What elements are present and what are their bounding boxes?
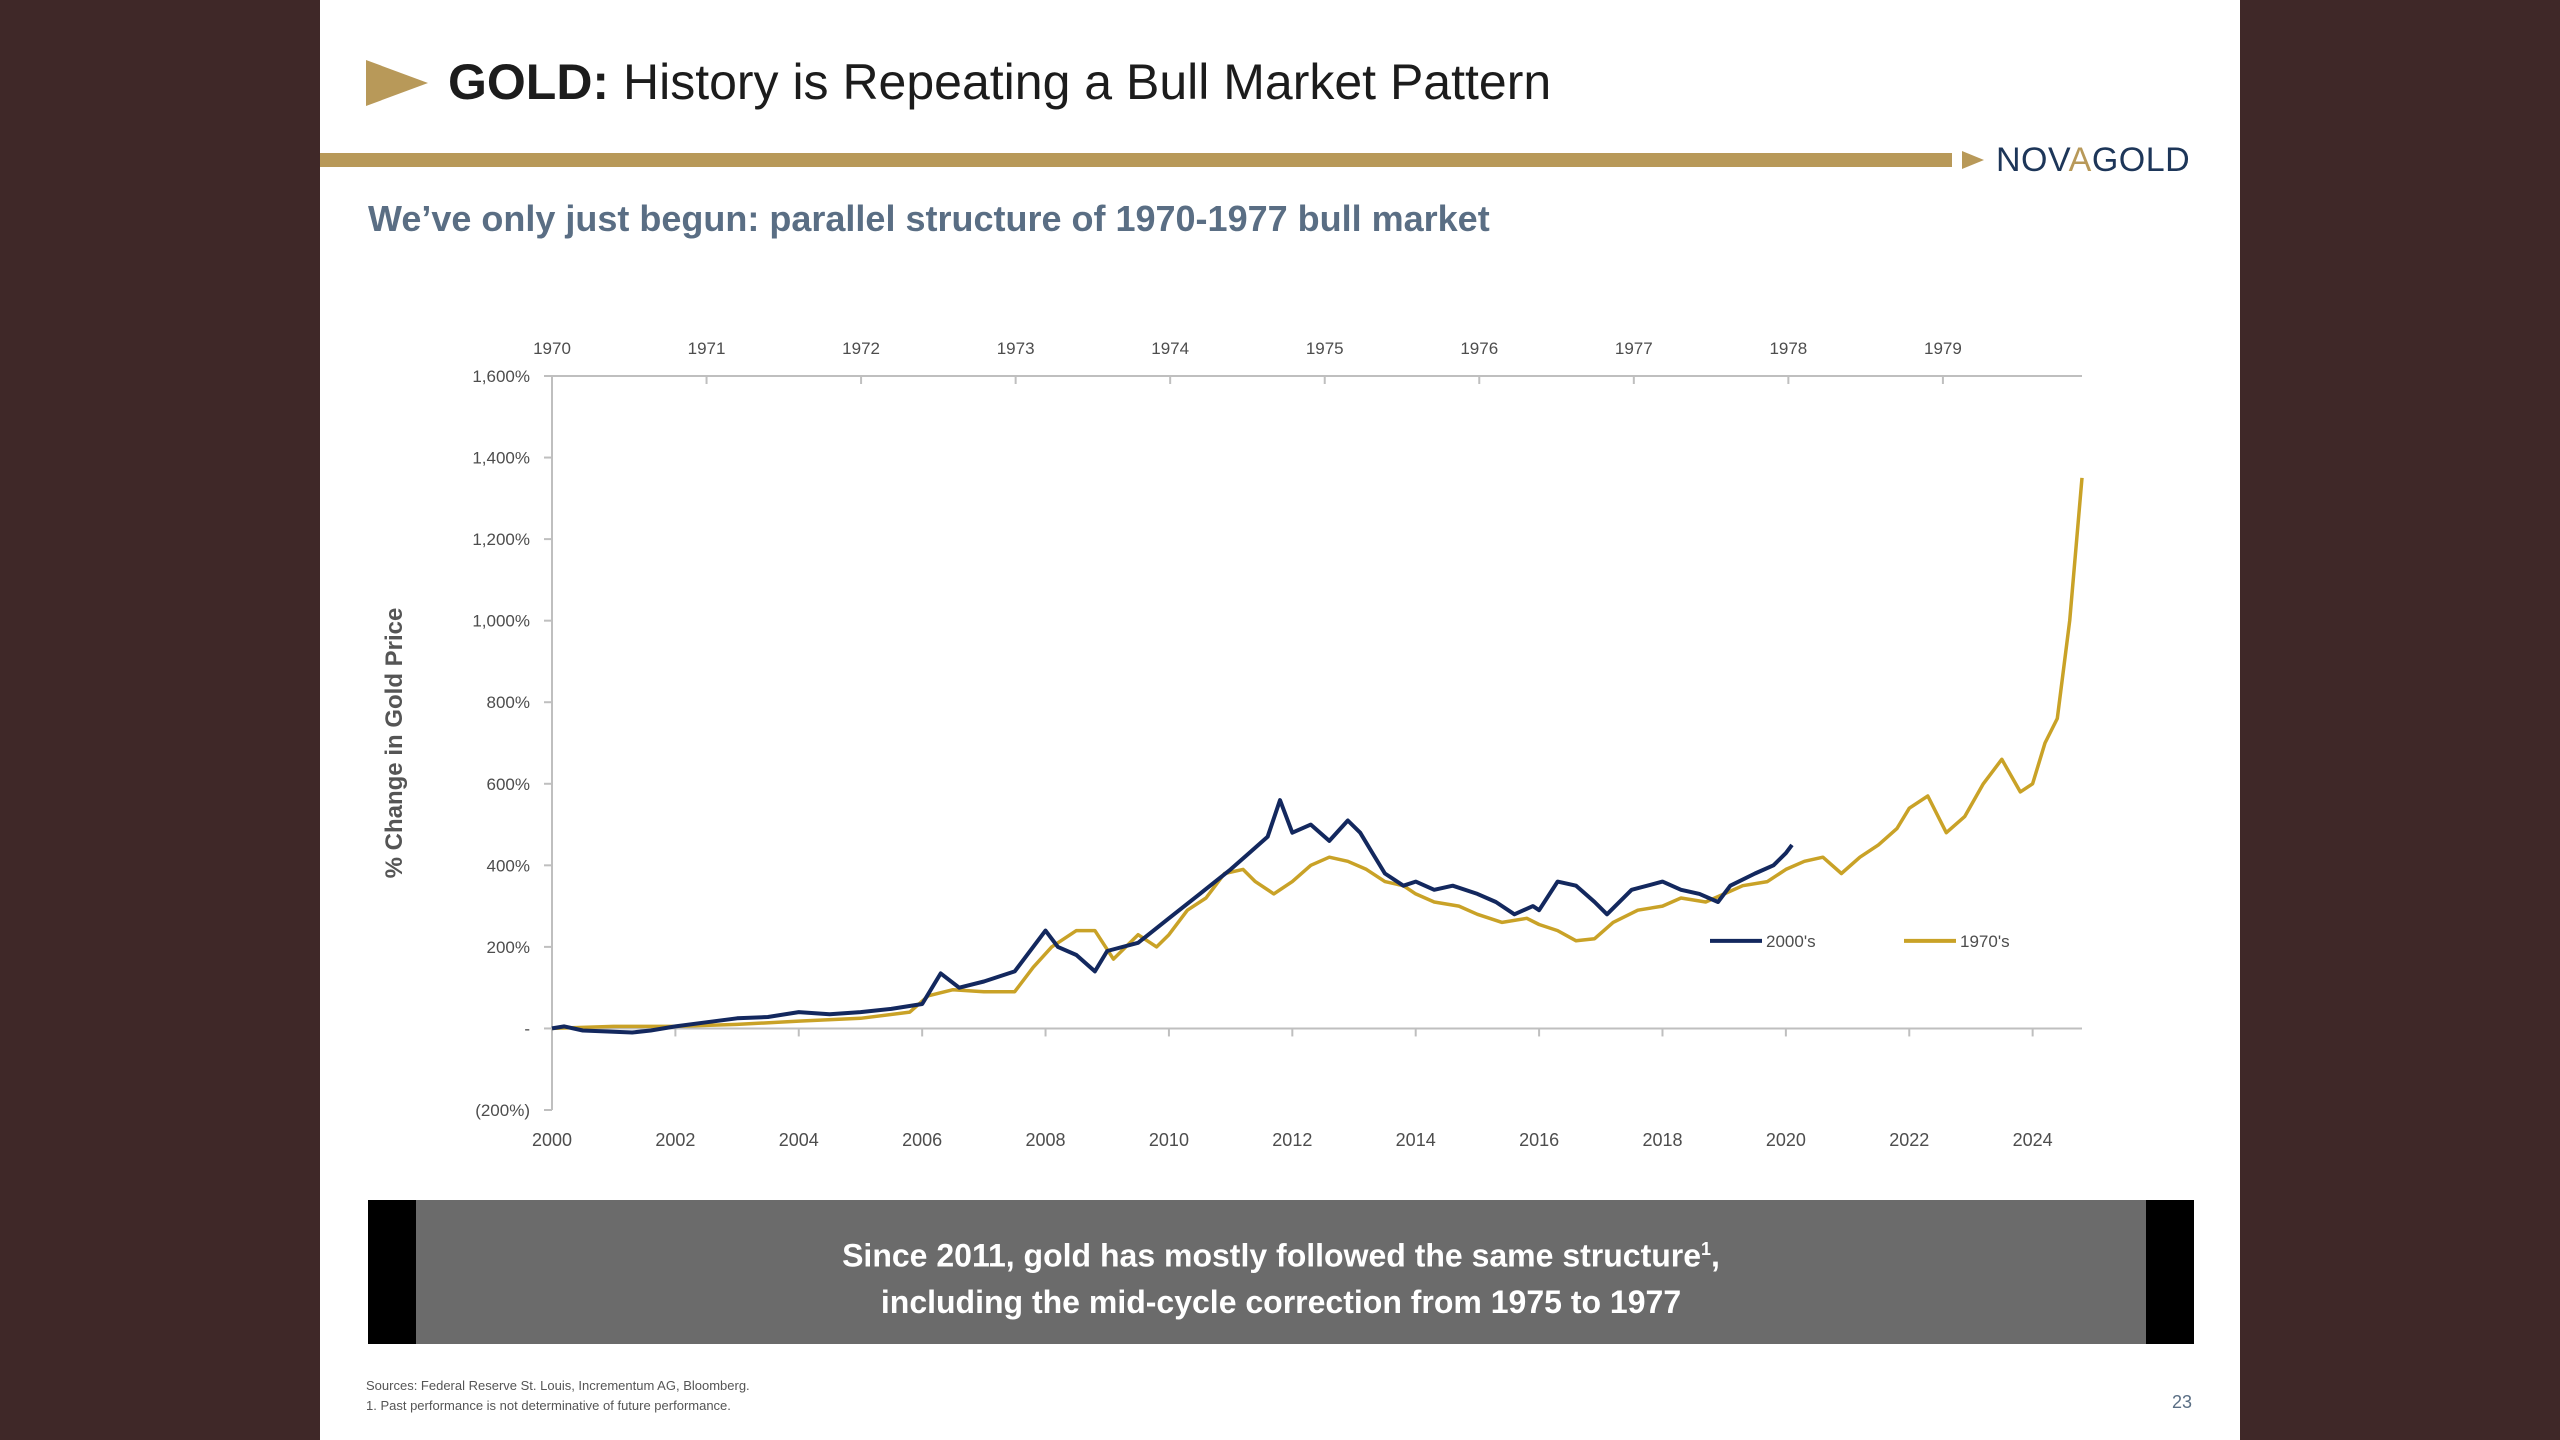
novagold-logo: NOVAGOLD xyxy=(1996,138,2190,182)
series-2000s-line xyxy=(551,798,1794,1035)
top-x-tick-label: 1975 xyxy=(1306,339,1344,358)
title-arrow-icon xyxy=(366,60,428,106)
y-tick-label: 1,400% xyxy=(472,449,530,468)
performance-note: 1. Past performance is not determinative… xyxy=(366,1398,731,1413)
logo-text-pre: NOV xyxy=(1996,141,2069,179)
x-tick-label: 2022 xyxy=(1889,1130,1929,1150)
x-tick-label: 2010 xyxy=(1149,1130,1189,1150)
top-x-tick-label: 1976 xyxy=(1460,339,1498,358)
legend-label-1970s: 1970's xyxy=(1960,932,2010,951)
top-x-tick-label: 1972 xyxy=(842,339,880,358)
callout-left-cap xyxy=(368,1200,416,1344)
top-x-tick-label: 1977 xyxy=(1615,339,1653,358)
y-tick-label: 1,600% xyxy=(472,367,530,386)
y-tick-label: 1,200% xyxy=(472,530,530,549)
x-tick-label: 2006 xyxy=(902,1130,942,1150)
callout-line-1-text: Since 2011, gold has mostly followed the… xyxy=(842,1237,1702,1274)
logo-text-accent: A xyxy=(2068,141,2092,179)
callout-right-cap xyxy=(2146,1200,2194,1344)
x-tick-label: 2018 xyxy=(1642,1130,1682,1150)
x-tick-label: 2020 xyxy=(1766,1130,1806,1150)
top-x-tick-label: 1970 xyxy=(533,339,571,358)
title-rest: History is Repeating a Bull Market Patte… xyxy=(609,54,1552,110)
logo-text-post: GOLD xyxy=(2091,141,2191,179)
x-tick-label: 2024 xyxy=(2013,1130,2053,1150)
x-tick-label: 2016 xyxy=(1519,1130,1559,1150)
header-rule xyxy=(320,153,1952,167)
x-tick-label: 2004 xyxy=(779,1130,819,1150)
title-bold: GOLD: xyxy=(448,54,610,110)
top-x-tick-label: 1974 xyxy=(1151,339,1189,358)
x-tick-label: 2008 xyxy=(1026,1130,1066,1150)
callout-line-2: including the mid-cycle correction from … xyxy=(880,1283,1682,1320)
callout-line-1: Since 2011, gold has mostly followed the… xyxy=(416,1226,2146,1279)
x-tick-label: 2002 xyxy=(655,1130,695,1150)
top-x-tick-label: 1971 xyxy=(688,339,726,358)
x-tick-label: 2012 xyxy=(1272,1130,1312,1150)
subtitle: We’ve only just begun: parallel structur… xyxy=(368,198,1490,239)
callout-line-1-end: , xyxy=(1711,1237,1720,1274)
logo-arrow-icon xyxy=(1962,151,1984,169)
y-tick-label: 600% xyxy=(487,775,530,794)
y-tick-label: 200% xyxy=(487,938,530,957)
footnotes: Sources: Federal Reserve St. Louis, Incr… xyxy=(366,1376,750,1416)
y-tick-label: 800% xyxy=(487,693,530,712)
legend-label-2000s: 2000's xyxy=(1766,932,1816,951)
gold-chart: (200%) - 200% 400% 600% 800% 1,000% 1,200% 1,400… xyxy=(381,339,2084,1150)
series-1970s-line xyxy=(551,477,2084,1031)
x-tick-label: 2000 xyxy=(532,1130,572,1150)
y-tick-label: 400% xyxy=(487,856,530,875)
y-tick-label: 1,000% xyxy=(472,612,530,631)
top-x-tick-label: 1978 xyxy=(1769,339,1807,358)
y-axis-label: % Change in Gold Price xyxy=(381,608,408,879)
page-number: 23 xyxy=(2171,1392,2192,1412)
callout-text: Since 2011, gold has mostly followed the… xyxy=(416,1226,2146,1325)
y-tick-label: (200%) xyxy=(475,1101,530,1120)
slide: GOLD: History is Repeating a Bull Market… xyxy=(320,0,2240,1440)
callout-box: Since 2011, gold has mostly followed the… xyxy=(368,1200,2194,1344)
top-x-tick-label: 1973 xyxy=(997,339,1035,358)
y-tick-label: - xyxy=(524,1019,530,1038)
top-x-tick-label: 1979 xyxy=(1924,339,1962,358)
page-title: GOLD: History is Repeating a Bull Market… xyxy=(448,48,1551,116)
sources-note: Sources: Federal Reserve St. Louis, Incr… xyxy=(366,1378,750,1393)
callout-superscript: 1 xyxy=(1701,1239,1712,1259)
x-tick-label: 2014 xyxy=(1396,1130,1436,1150)
